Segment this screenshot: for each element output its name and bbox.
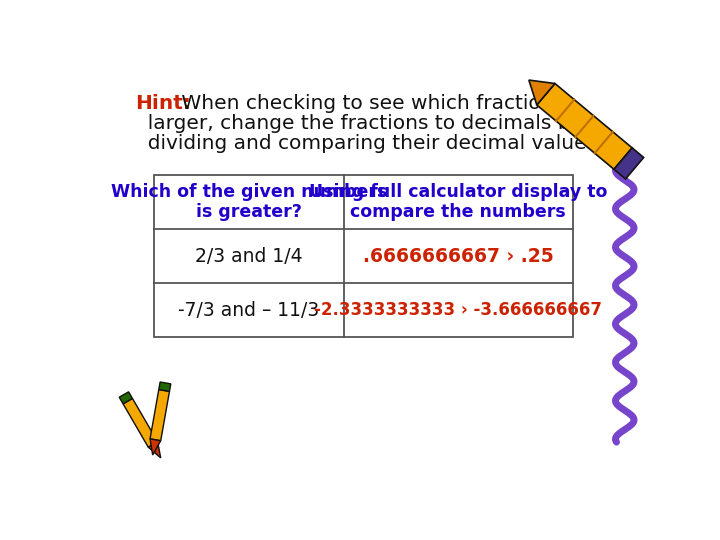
Polygon shape — [150, 439, 161, 455]
Polygon shape — [159, 382, 171, 392]
Polygon shape — [614, 148, 644, 179]
Text: Which of the given numbers
is greater?: Which of the given numbers is greater? — [111, 183, 387, 221]
Polygon shape — [537, 84, 632, 170]
Text: Using full calculator display to
compare the numbers: Using full calculator display to compare… — [309, 183, 608, 221]
Polygon shape — [123, 399, 158, 447]
Polygon shape — [148, 442, 161, 458]
Text: -2.3333333333 › -3.666666667: -2.3333333333 › -3.666666667 — [315, 301, 602, 319]
Text: dividing and comparing their decimal values.: dividing and comparing their decimal val… — [135, 134, 603, 153]
Text: Hint:: Hint: — [135, 94, 191, 113]
Text: -7/3 and – 11/3: -7/3 and – 11/3 — [179, 301, 320, 320]
Polygon shape — [120, 392, 132, 404]
Text: When checking to see which fraction is: When checking to see which fraction is — [175, 94, 576, 113]
Polygon shape — [150, 389, 169, 441]
Bar — [154, 175, 572, 337]
Text: .6666666667 › .25: .6666666667 › .25 — [363, 247, 554, 266]
Polygon shape — [529, 80, 555, 105]
Text: larger, change the fractions to decimals by: larger, change the fractions to decimals… — [135, 114, 582, 133]
Text: 2/3 and 1/4: 2/3 and 1/4 — [195, 247, 303, 266]
